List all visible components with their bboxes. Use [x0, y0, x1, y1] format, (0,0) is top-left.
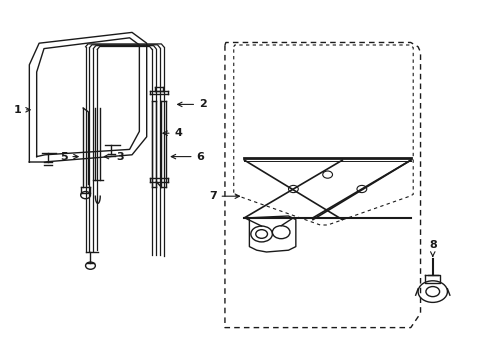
Text: 2: 2 [177, 99, 206, 109]
Text: 8: 8 [428, 240, 436, 256]
Text: 3: 3 [104, 152, 123, 162]
Text: 6: 6 [171, 152, 204, 162]
Text: 7: 7 [208, 191, 239, 201]
Text: 5: 5 [60, 152, 78, 162]
Text: 1: 1 [13, 105, 30, 115]
Text: 4: 4 [163, 128, 182, 138]
